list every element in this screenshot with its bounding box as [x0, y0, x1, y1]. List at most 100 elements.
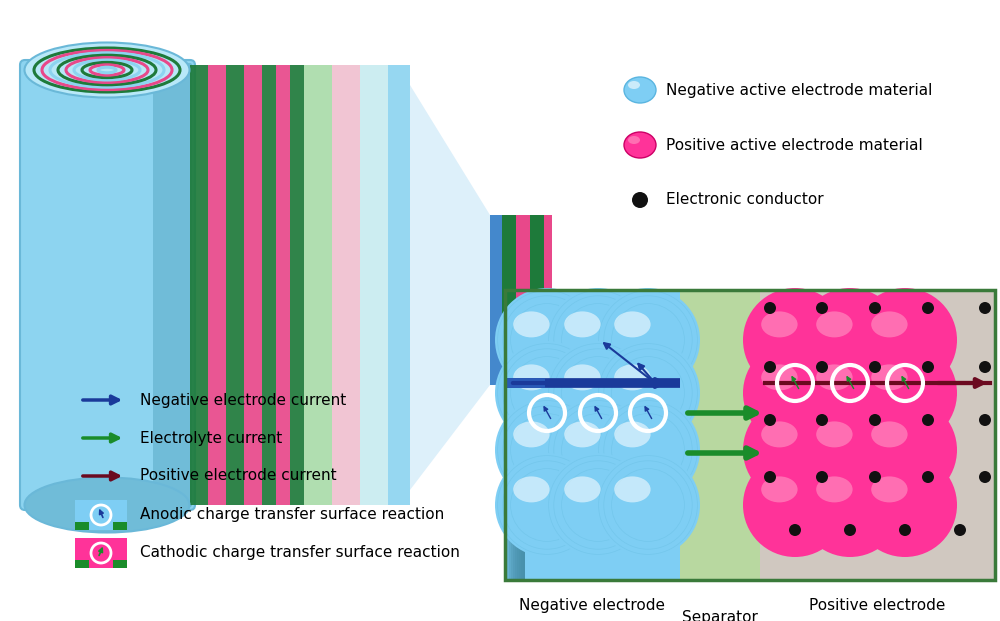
Ellipse shape — [798, 341, 902, 445]
Ellipse shape — [564, 422, 601, 447]
Ellipse shape — [614, 476, 651, 502]
Ellipse shape — [743, 341, 847, 445]
Ellipse shape — [816, 311, 853, 337]
Ellipse shape — [979, 302, 991, 314]
Bar — [244, 65, 262, 505]
Ellipse shape — [564, 311, 601, 337]
Ellipse shape — [979, 361, 991, 373]
Ellipse shape — [546, 341, 650, 445]
Ellipse shape — [513, 422, 550, 447]
Text: Negative active electrode material: Negative active electrode material — [666, 83, 932, 97]
Ellipse shape — [764, 471, 776, 483]
Bar — [509, 290, 525, 580]
Ellipse shape — [871, 365, 908, 391]
Bar — [502, 215, 516, 385]
Bar — [513, 290, 525, 580]
Ellipse shape — [869, 414, 881, 426]
Bar — [226, 65, 244, 505]
Ellipse shape — [495, 341, 599, 445]
Ellipse shape — [513, 311, 550, 337]
Bar — [290, 65, 304, 505]
Polygon shape — [410, 85, 490, 490]
Ellipse shape — [789, 524, 801, 536]
Ellipse shape — [922, 471, 934, 483]
Ellipse shape — [816, 471, 828, 483]
Text: Electrolyte current: Electrolyte current — [140, 430, 282, 445]
Bar — [505, 290, 525, 580]
Ellipse shape — [546, 453, 650, 557]
Bar — [75, 522, 89, 530]
Bar — [113, 522, 127, 530]
Ellipse shape — [761, 422, 798, 447]
Ellipse shape — [869, 471, 881, 483]
Ellipse shape — [596, 398, 700, 502]
Bar — [519, 290, 525, 580]
Bar — [505, 290, 680, 580]
Ellipse shape — [954, 524, 966, 536]
Ellipse shape — [546, 288, 650, 392]
Bar — [208, 65, 226, 505]
Text: Anodic charge transfer surface reaction: Anodic charge transfer surface reaction — [140, 507, 444, 522]
Ellipse shape — [816, 476, 853, 502]
Ellipse shape — [513, 365, 550, 391]
Bar — [521, 290, 525, 580]
Ellipse shape — [816, 422, 853, 447]
Bar — [360, 65, 388, 505]
Ellipse shape — [853, 453, 957, 557]
Bar — [507, 290, 525, 580]
Text: Negative electrode current: Negative electrode current — [140, 392, 346, 407]
Ellipse shape — [596, 288, 700, 392]
Ellipse shape — [632, 192, 648, 208]
Ellipse shape — [979, 471, 991, 483]
Text: Negative electrode: Negative electrode — [519, 598, 665, 613]
Ellipse shape — [614, 422, 651, 447]
Ellipse shape — [871, 476, 908, 502]
Ellipse shape — [564, 365, 601, 391]
Bar — [516, 215, 530, 385]
Ellipse shape — [628, 81, 640, 89]
Ellipse shape — [816, 361, 828, 373]
Ellipse shape — [614, 365, 651, 391]
Bar — [75, 500, 127, 530]
Bar — [276, 65, 290, 505]
Ellipse shape — [871, 422, 908, 447]
Ellipse shape — [853, 398, 957, 502]
Ellipse shape — [869, 302, 881, 314]
Ellipse shape — [495, 398, 599, 502]
Ellipse shape — [816, 414, 828, 426]
Ellipse shape — [743, 288, 847, 392]
Ellipse shape — [798, 288, 902, 392]
Ellipse shape — [798, 453, 902, 557]
Bar — [332, 65, 360, 505]
Text: Electronic conductor: Electronic conductor — [666, 193, 824, 207]
Ellipse shape — [798, 398, 902, 502]
Bar — [113, 560, 127, 568]
Ellipse shape — [922, 302, 934, 314]
Ellipse shape — [761, 365, 798, 391]
Text: Positive electrode: Positive electrode — [809, 598, 945, 613]
Ellipse shape — [596, 453, 700, 557]
FancyBboxPatch shape — [153, 63, 192, 507]
Ellipse shape — [761, 311, 798, 337]
Ellipse shape — [764, 414, 776, 426]
Text: Cathodic charge transfer surface reaction: Cathodic charge transfer surface reactio… — [140, 545, 460, 560]
Ellipse shape — [546, 398, 650, 502]
Ellipse shape — [624, 77, 656, 103]
Text: Positive active electrode material: Positive active electrode material — [666, 137, 923, 153]
Bar — [304, 65, 332, 505]
Ellipse shape — [979, 414, 991, 426]
Bar — [75, 538, 127, 568]
Ellipse shape — [853, 341, 957, 445]
Text: Separator: Separator — [682, 610, 758, 621]
FancyBboxPatch shape — [20, 60, 195, 510]
Ellipse shape — [624, 132, 656, 158]
Ellipse shape — [743, 453, 847, 557]
Bar — [544, 215, 552, 385]
Ellipse shape — [24, 42, 190, 97]
Bar — [517, 290, 525, 580]
Ellipse shape — [899, 524, 911, 536]
Bar — [262, 65, 276, 505]
Text: Positive electrode current: Positive electrode current — [140, 468, 337, 484]
Ellipse shape — [628, 136, 640, 144]
Ellipse shape — [844, 524, 856, 536]
